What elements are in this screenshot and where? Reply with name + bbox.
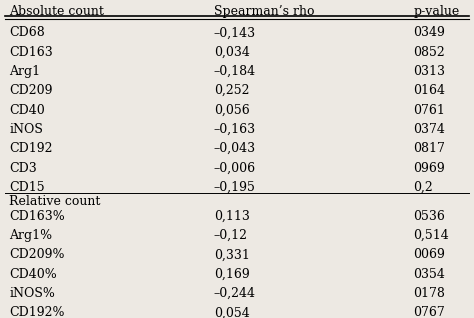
- Text: 0,331: 0,331: [214, 248, 250, 261]
- Text: 0,034: 0,034: [214, 45, 250, 59]
- Text: CD209%: CD209%: [9, 248, 65, 261]
- Text: 0767: 0767: [413, 307, 445, 318]
- Text: 0,514: 0,514: [413, 229, 449, 242]
- Text: CD209: CD209: [9, 84, 53, 97]
- Text: Spearman’s rho: Spearman’s rho: [214, 5, 314, 18]
- Text: –0,143: –0,143: [214, 26, 256, 39]
- Text: 0178: 0178: [413, 287, 446, 300]
- Text: CD40: CD40: [9, 104, 45, 117]
- Text: 0354: 0354: [413, 268, 446, 281]
- Text: 0349: 0349: [413, 26, 446, 39]
- Text: Relative count: Relative count: [9, 195, 101, 208]
- Text: 0,2: 0,2: [413, 181, 433, 194]
- Text: CD15: CD15: [9, 181, 45, 194]
- Text: 0761: 0761: [413, 104, 446, 117]
- Text: CD163: CD163: [9, 45, 53, 59]
- Text: 0374: 0374: [413, 123, 446, 136]
- Text: 0,054: 0,054: [214, 307, 249, 318]
- Text: –0,043: –0,043: [214, 142, 256, 155]
- Text: CD163%: CD163%: [9, 210, 65, 223]
- Text: –0,163: –0,163: [214, 123, 256, 136]
- Text: 0,056: 0,056: [214, 104, 249, 117]
- Text: Absolute count: Absolute count: [9, 5, 104, 18]
- Text: 0969: 0969: [413, 162, 445, 175]
- Text: Arg1: Arg1: [9, 65, 40, 78]
- Text: 0852: 0852: [413, 45, 445, 59]
- Text: CD68: CD68: [9, 26, 45, 39]
- Text: 0069: 0069: [413, 248, 446, 261]
- Text: 0,169: 0,169: [214, 268, 249, 281]
- Text: –0,244: –0,244: [214, 287, 256, 300]
- Text: CD3: CD3: [9, 162, 37, 175]
- Text: p-value: p-value: [413, 5, 460, 18]
- Text: –0,006: –0,006: [214, 162, 256, 175]
- Text: 0313: 0313: [413, 65, 446, 78]
- Text: iNOS%: iNOS%: [9, 287, 55, 300]
- Text: CD192: CD192: [9, 142, 53, 155]
- Text: –0,12: –0,12: [214, 229, 248, 242]
- Text: –0,195: –0,195: [214, 181, 255, 194]
- Text: 0164: 0164: [413, 84, 446, 97]
- Text: –0,184: –0,184: [214, 65, 256, 78]
- Text: Arg1%: Arg1%: [9, 229, 53, 242]
- Text: 0817: 0817: [413, 142, 446, 155]
- Text: 0,113: 0,113: [214, 210, 250, 223]
- Text: CD192%: CD192%: [9, 307, 65, 318]
- Text: iNOS: iNOS: [9, 123, 43, 136]
- Text: 0536: 0536: [413, 210, 446, 223]
- Text: 0,252: 0,252: [214, 84, 249, 97]
- Text: CD40%: CD40%: [9, 268, 57, 281]
